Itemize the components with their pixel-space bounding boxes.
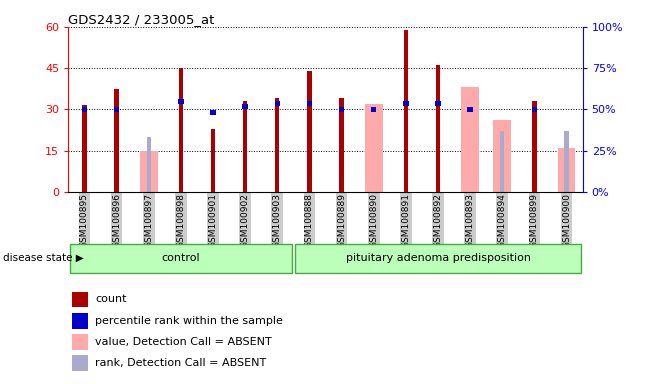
Text: pituitary adenoma predisposition: pituitary adenoma predisposition [346, 253, 531, 263]
Bar [242, 104, 248, 109]
Bar [339, 107, 344, 112]
Bar [339, 98, 344, 192]
Bar [115, 89, 118, 192]
Bar [146, 137, 151, 192]
Bar [210, 110, 215, 115]
Bar [365, 104, 383, 192]
Bar [564, 131, 569, 192]
Bar [307, 71, 312, 192]
Text: control: control [161, 253, 200, 263]
Bar [403, 101, 409, 106]
Bar [436, 65, 440, 192]
Text: rank, Detection Call = ABSENT: rank, Detection Call = ABSENT [95, 358, 266, 368]
Bar [179, 68, 183, 192]
Bar [178, 99, 184, 104]
Bar [558, 148, 575, 192]
Bar [72, 313, 88, 329]
Bar [82, 107, 87, 112]
Bar [307, 101, 312, 106]
Bar [295, 243, 581, 273]
Bar [70, 243, 292, 273]
Text: GDS2432 / 233005_at: GDS2432 / 233005_at [68, 13, 215, 26]
Bar [243, 101, 247, 192]
Text: value, Detection Call = ABSENT: value, Detection Call = ABSENT [95, 337, 272, 347]
Bar [533, 101, 536, 192]
Bar [140, 151, 158, 192]
Bar [72, 334, 88, 350]
Text: count: count [95, 295, 127, 305]
Bar [462, 88, 479, 192]
Text: disease state ▶: disease state ▶ [3, 253, 84, 263]
Text: percentile rank within the sample: percentile rank within the sample [95, 316, 283, 326]
Bar [82, 105, 87, 192]
Bar [436, 101, 441, 106]
Bar [371, 107, 376, 112]
Bar [532, 107, 537, 112]
Bar [211, 129, 215, 192]
Bar [493, 121, 511, 192]
Bar [275, 101, 280, 106]
Bar [404, 30, 408, 192]
Bar [500, 131, 505, 192]
Bar [72, 355, 88, 371]
Bar [467, 107, 473, 112]
Bar [72, 291, 88, 308]
Bar [114, 107, 119, 112]
Bar [275, 98, 279, 192]
